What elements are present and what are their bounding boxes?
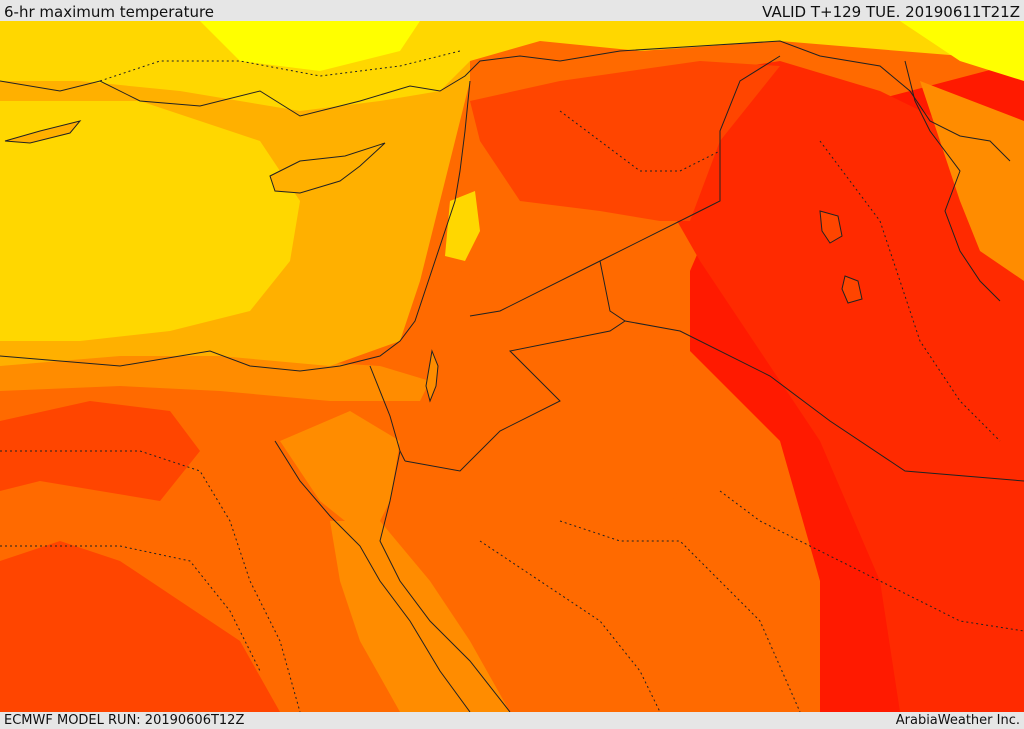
saudi-province-line-3 bbox=[719, 490, 1024, 632]
zagros-mountains bbox=[920, 81, 1024, 281]
iraq-province-line-1 bbox=[819, 140, 1001, 442]
map-footer: ECMWF MODEL RUN: 20190606T12Z ArabiaWeat… bbox=[0, 712, 1024, 729]
mediterranean-cool-core bbox=[0, 101, 300, 341]
valid-time: VALID T+129 TUE. 20190611T21Z bbox=[762, 3, 1020, 21]
anatolia-cool-patch bbox=[200, 21, 420, 71]
sinai-zone bbox=[280, 411, 400, 541]
temperature-map bbox=[0, 21, 1024, 712]
jordan-border bbox=[404, 260, 626, 472]
saudi-province-line-1 bbox=[559, 520, 801, 712]
lebanon-highlands bbox=[445, 191, 480, 261]
model-run-label: ECMWF MODEL RUN: 20190606T12Z bbox=[4, 713, 245, 728]
egypt-red-sea-coast bbox=[274, 440, 471, 712]
arabia-red-sea-coast bbox=[379, 450, 511, 712]
warm-zone-jordan bbox=[400, 271, 700, 581]
map-header: 6-hr maximum temperature VALID T+129 TUE… bbox=[0, 0, 1024, 21]
north-east-cool-patch bbox=[900, 21, 1024, 81]
cyprus bbox=[269, 142, 386, 194]
habbaniyah-lake bbox=[841, 275, 863, 304]
warm-zone-syria bbox=[470, 61, 780, 221]
dead-sea bbox=[425, 349, 439, 403]
iraq-saudi-border bbox=[624, 320, 1024, 482]
syria-iraq-border bbox=[469, 55, 781, 317]
credit-label: ArabiaWeather Inc. bbox=[895, 713, 1020, 728]
crete bbox=[4, 120, 82, 144]
tharthar-lake bbox=[819, 210, 843, 244]
map-title: 6-hr maximum temperature bbox=[4, 3, 215, 21]
turkey-province-line bbox=[99, 50, 461, 82]
egypt-israel-border bbox=[369, 365, 406, 462]
hot-zone-east bbox=[650, 61, 1024, 712]
egypt-governorate-line-2 bbox=[0, 545, 261, 672]
map-svg bbox=[0, 21, 1024, 712]
iraq-iran-border bbox=[904, 60, 1001, 302]
red-sea-zone bbox=[330, 521, 510, 712]
syria-province-line bbox=[559, 110, 721, 172]
hot-zone-egypt-south bbox=[0, 541, 280, 712]
egypt-governorate-line-1 bbox=[0, 450, 301, 712]
levant-coastline bbox=[0, 80, 471, 372]
